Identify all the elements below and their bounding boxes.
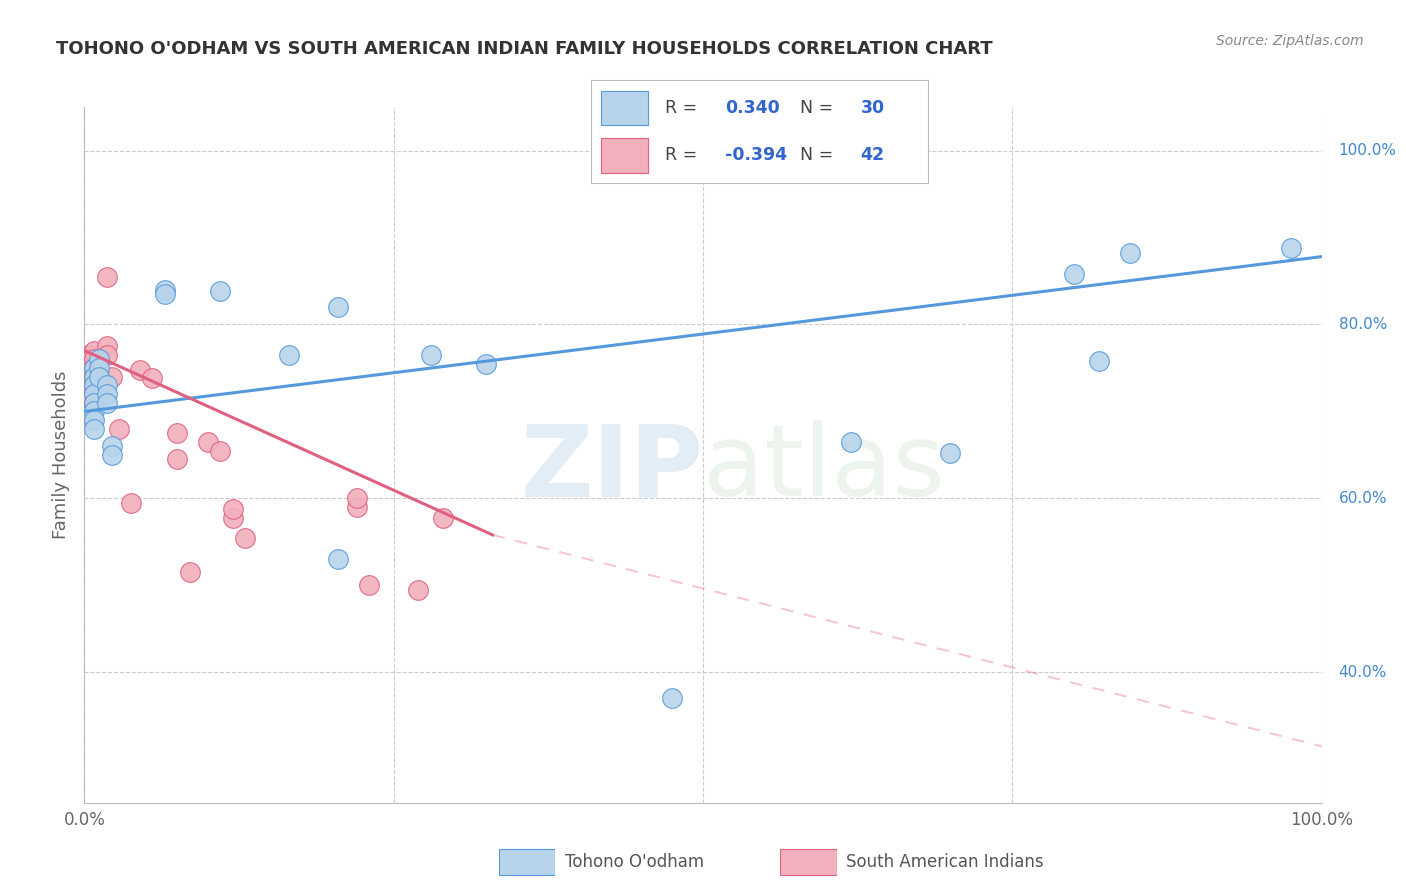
Text: 100.0%: 100.0% xyxy=(1339,143,1396,158)
Point xyxy=(79,357,101,371)
Point xyxy=(79,387,101,401)
Text: R =: R = xyxy=(665,146,697,164)
Point xyxy=(841,434,863,449)
Point xyxy=(83,387,105,401)
Point xyxy=(83,378,105,392)
Point xyxy=(100,369,122,384)
Text: 60.0%: 60.0% xyxy=(1339,491,1386,506)
Point xyxy=(83,404,105,418)
Text: 80.0%: 80.0% xyxy=(1339,317,1386,332)
Point xyxy=(129,362,152,376)
Point xyxy=(79,365,101,379)
Text: R =: R = xyxy=(665,99,697,117)
Point xyxy=(209,443,232,458)
Point xyxy=(83,360,105,375)
Point xyxy=(100,439,122,453)
Point xyxy=(79,348,101,362)
Text: 0.340: 0.340 xyxy=(725,99,780,117)
Text: Tohono O'odham: Tohono O'odham xyxy=(565,853,704,871)
Point xyxy=(83,360,105,375)
Point xyxy=(89,369,111,384)
Point xyxy=(209,285,232,299)
Point xyxy=(326,552,349,566)
Point xyxy=(100,448,122,462)
Text: TOHONO O'ODHAM VS SOUTH AMERICAN INDIAN FAMILY HOUSEHOLDS CORRELATION CHART: TOHONO O'ODHAM VS SOUTH AMERICAN INDIAN … xyxy=(56,40,993,58)
Point xyxy=(1279,241,1302,255)
Point xyxy=(89,383,111,397)
Point xyxy=(166,452,188,467)
Point xyxy=(153,287,176,301)
Point xyxy=(79,378,101,392)
Point xyxy=(83,422,105,436)
Point xyxy=(83,369,105,384)
Point xyxy=(83,369,105,384)
Point xyxy=(1088,354,1111,368)
Text: ZIP: ZIP xyxy=(520,420,703,517)
Bar xyxy=(600,137,648,173)
Point xyxy=(222,501,245,516)
Bar xyxy=(600,91,648,126)
Text: Source: ZipAtlas.com: Source: ZipAtlas.com xyxy=(1216,34,1364,48)
Point xyxy=(277,348,299,362)
Point xyxy=(96,348,118,362)
Text: N =: N = xyxy=(800,146,832,164)
Point xyxy=(179,566,201,580)
Point xyxy=(79,352,101,367)
Point xyxy=(661,691,683,706)
Point xyxy=(1063,267,1085,281)
Point xyxy=(357,578,380,592)
Point xyxy=(96,339,118,353)
Point xyxy=(83,352,105,367)
Point xyxy=(141,371,163,385)
Point xyxy=(432,510,454,524)
Point xyxy=(166,426,188,441)
Point xyxy=(1119,246,1142,260)
Point xyxy=(83,387,105,401)
Point xyxy=(89,352,111,367)
Point xyxy=(346,491,368,506)
Point xyxy=(89,360,111,375)
Point xyxy=(475,357,498,371)
Point xyxy=(96,387,118,401)
Point xyxy=(153,283,176,297)
Point xyxy=(83,413,105,427)
Point xyxy=(89,365,111,379)
Point xyxy=(79,369,101,384)
Y-axis label: Family Households: Family Households xyxy=(52,371,70,539)
Point xyxy=(346,500,368,514)
Point xyxy=(89,374,111,388)
Point xyxy=(83,396,105,410)
Point xyxy=(83,378,105,392)
Point xyxy=(419,348,441,362)
Point xyxy=(939,446,962,460)
Text: N =: N = xyxy=(800,99,832,117)
Text: 42: 42 xyxy=(860,146,884,164)
Point xyxy=(96,269,118,284)
Text: 30: 30 xyxy=(860,99,884,117)
Point xyxy=(96,396,118,410)
Point xyxy=(108,422,131,436)
Point xyxy=(197,434,219,449)
Point xyxy=(83,396,105,410)
Point xyxy=(408,582,430,597)
Point xyxy=(83,343,105,358)
Point xyxy=(79,374,101,388)
Point xyxy=(79,383,101,397)
Text: atlas: atlas xyxy=(703,420,945,517)
Point xyxy=(233,531,256,545)
Point xyxy=(79,360,101,375)
Point xyxy=(96,378,118,392)
Point xyxy=(326,300,349,314)
Point xyxy=(120,496,142,510)
Point xyxy=(79,392,101,406)
Text: South American Indians: South American Indians xyxy=(846,853,1045,871)
Text: 40.0%: 40.0% xyxy=(1339,665,1386,680)
Text: -0.394: -0.394 xyxy=(725,146,787,164)
Point xyxy=(222,510,245,524)
